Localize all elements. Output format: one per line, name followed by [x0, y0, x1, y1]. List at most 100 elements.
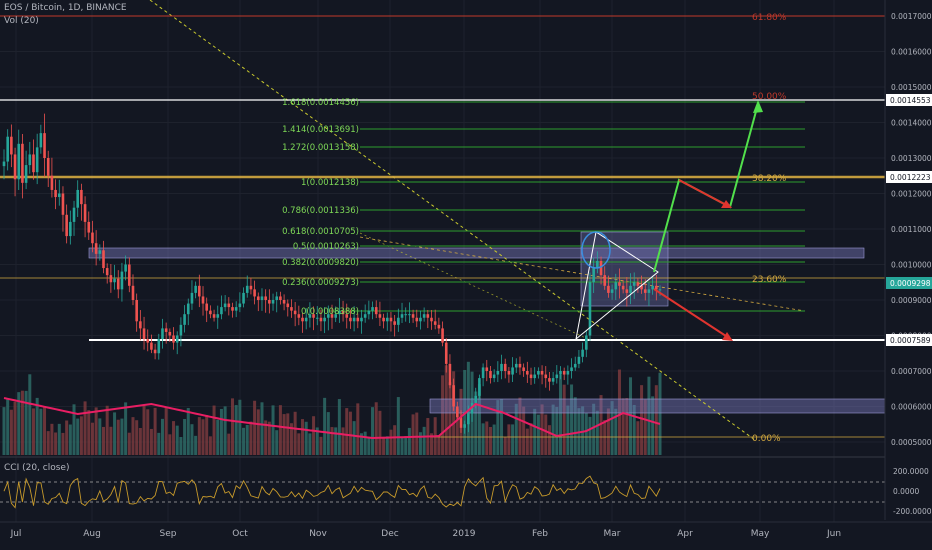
- fib-label: 0.618(0.0010705): [282, 227, 359, 237]
- volume-bar: [28, 374, 32, 455]
- candle-body: [485, 367, 489, 371]
- candle-body: [651, 285, 654, 290]
- candle-body: [190, 292, 194, 304]
- volume-bar: [9, 409, 13, 455]
- volume-bar: [94, 407, 98, 455]
- candle-body: [573, 363, 577, 368]
- candle-body: [2, 161, 6, 167]
- candle-body: [275, 296, 279, 300]
- volume-bar: [566, 405, 570, 455]
- volume-bar: [219, 408, 223, 455]
- candle-body: [330, 314, 334, 318]
- bull-projection-arrow: [653, 100, 763, 273]
- short-trendline: [359, 232, 591, 341]
- fib-label: 1.618(0.0014456): [282, 98, 359, 108]
- candle-body: [500, 363, 503, 371]
- candle-body: [91, 232, 94, 244]
- candle-body: [360, 317, 363, 322]
- candlesticks: [2, 113, 662, 434]
- time-axis: Jul Aug Sep Oct Nov Dec 2019 Feb Mar Apr May Jun: [10, 529, 841, 539]
- fib-extension-lines: [330, 101, 805, 312]
- volume-bar: [57, 423, 61, 455]
- volume-bar: [146, 409, 150, 455]
- candle-body: [640, 285, 643, 290]
- candle-body: [367, 310, 371, 315]
- candle-body: [588, 282, 592, 336]
- volume-bar: [230, 398, 234, 455]
- volume-bar: [20, 390, 24, 455]
- candle-body: [282, 300, 286, 304]
- candle-body: [216, 314, 220, 318]
- volume-bar: [558, 374, 562, 455]
- candle-body: [194, 285, 197, 293]
- candle-body: [69, 221, 72, 237]
- price-tick-label: 0.0012000: [891, 190, 932, 199]
- volume-bar: [341, 427, 345, 455]
- candle-body: [264, 296, 267, 300]
- volume-bar: [581, 406, 585, 455]
- candle-body: [142, 328, 146, 340]
- volume-bar: [407, 427, 411, 455]
- volume-bar: [477, 384, 481, 455]
- price-badge: [886, 94, 932, 106]
- candle-body: [555, 374, 559, 379]
- volume-bar: [382, 436, 386, 455]
- volume-bar: [411, 414, 415, 455]
- volume-bars: [2, 361, 662, 455]
- price-tick-label: 0.0005000: [891, 438, 932, 447]
- volume-bar: [72, 404, 76, 455]
- volume-bar: [234, 405, 238, 455]
- candle-body: [46, 158, 50, 176]
- candle-body: [54, 189, 57, 198]
- candle-body: [562, 371, 566, 375]
- volume-bar: [404, 436, 408, 455]
- volume-bar: [555, 406, 559, 455]
- volume-bar: [124, 402, 128, 455]
- candle-body: [164, 328, 168, 332]
- volume-bar: [238, 399, 242, 455]
- volume-bar: [131, 417, 135, 455]
- candle-body: [378, 314, 382, 318]
- candle-body: [120, 271, 124, 290]
- volume-bar: [113, 412, 117, 455]
- volume-bar: [46, 431, 50, 455]
- candle-body: [393, 321, 396, 325]
- volume-bar: [190, 424, 194, 455]
- volume-bar: [267, 421, 271, 455]
- volume-bar: [507, 424, 511, 455]
- price-tick-label: 0.0015000: [891, 83, 932, 92]
- price-tick-label: 0.0006000: [891, 403, 932, 412]
- volume-bar: [570, 384, 574, 455]
- candle-body: [17, 143, 21, 180]
- candle-body: [124, 264, 127, 272]
- candle-body: [374, 307, 378, 315]
- volume-bar: [562, 384, 566, 455]
- time-tick-label: Apr: [677, 529, 693, 539]
- volume-bar: [492, 424, 496, 455]
- time-tick-label: Jun: [826, 529, 841, 539]
- triangle-pattern: [575, 231, 659, 340]
- volume-bar: [474, 391, 478, 455]
- candle-body: [256, 296, 260, 300]
- volume-bar: [50, 423, 54, 455]
- volume-bar: [496, 400, 500, 455]
- candle-body: [72, 207, 76, 222]
- candle-body: [297, 314, 301, 318]
- volume-bar: [393, 425, 397, 455]
- volume-bar: [544, 414, 548, 455]
- candle-body: [503, 363, 507, 371]
- time-tick-label: 2019: [453, 529, 476, 539]
- candle-body: [363, 314, 367, 318]
- price-badge-label: 0.0014553: [890, 96, 931, 105]
- candle-body: [658, 289, 662, 291]
- candle-body: [242, 292, 245, 304]
- candle-body: [448, 363, 452, 386]
- volume-bar: [208, 436, 212, 455]
- candle-body: [76, 189, 80, 208]
- volume-bar: [488, 427, 492, 455]
- volume-bar: [647, 376, 651, 455]
- price-badge: [886, 277, 932, 289]
- volume-bar: [654, 385, 658, 455]
- volume-bar: [533, 408, 537, 455]
